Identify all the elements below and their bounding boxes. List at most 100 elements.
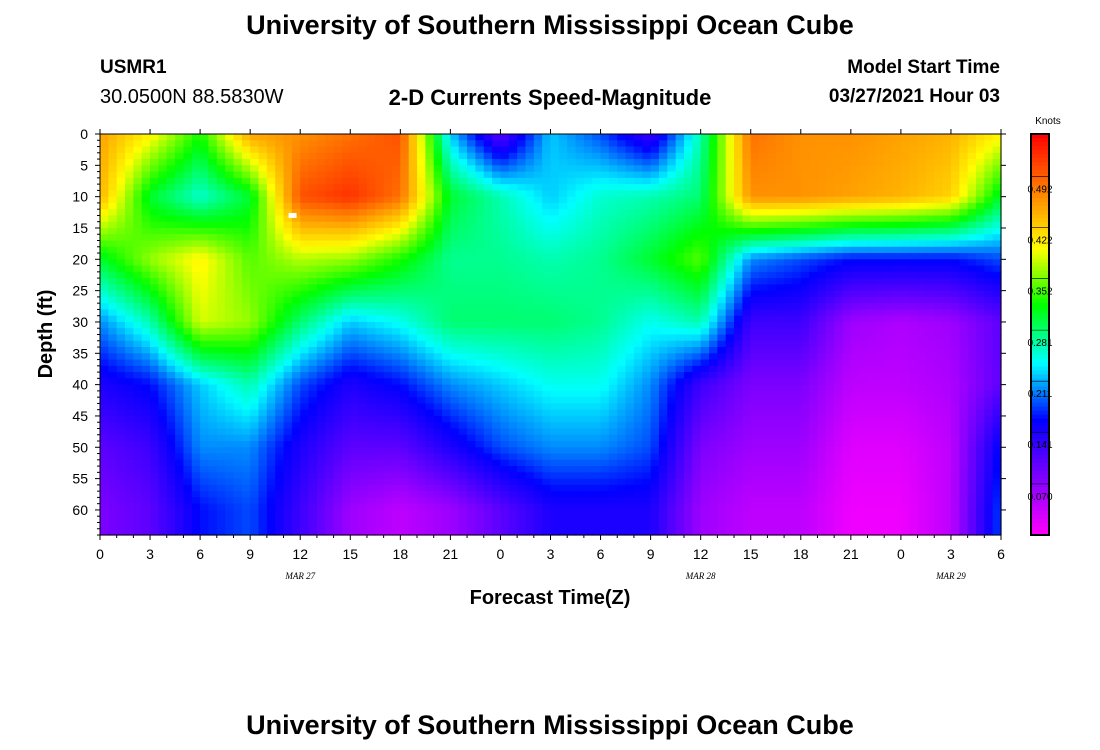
heatmap-cell — [917, 259, 927, 267]
heatmap-cell — [950, 372, 960, 379]
heatmap-cell — [917, 409, 927, 417]
heatmap-cell — [333, 202, 343, 210]
heatmap-cell — [508, 215, 518, 223]
heatmap-cell — [558, 353, 568, 361]
heatmap-cell — [633, 296, 643, 304]
heatmap-cell — [308, 159, 318, 166]
heatmap-cell — [350, 409, 360, 417]
heatmap-cell — [508, 190, 518, 198]
heatmap-cell — [517, 365, 527, 373]
heatmap-cell — [275, 278, 285, 285]
heatmap-cell — [750, 409, 760, 417]
heatmap-cell — [400, 259, 410, 267]
heatmap-cell — [250, 347, 260, 354]
heatmap-cell — [608, 303, 618, 311]
heatmap-cell — [350, 253, 360, 260]
heatmap-cell — [533, 240, 543, 248]
heatmap-cell — [133, 190, 143, 198]
heatmap-cell — [759, 409, 768, 417]
heatmap-cell — [734, 134, 743, 141]
heatmap-cell — [917, 378, 927, 386]
heatmap-cell — [383, 415, 393, 423]
heatmap-cell — [600, 196, 610, 204]
heatmap-cell — [683, 334, 693, 342]
heatmap-cell — [216, 234, 226, 242]
heatmap-cell — [450, 196, 460, 204]
heatmap-cell — [642, 215, 652, 223]
heatmap-cell — [658, 227, 668, 235]
heatmap-cell — [108, 234, 118, 242]
heatmap-cell — [133, 278, 143, 285]
heatmap-cell — [525, 353, 535, 361]
heatmap-cell — [216, 328, 226, 336]
heatmap-cell — [291, 177, 301, 185]
heatmap-cell — [125, 265, 134, 273]
heatmap-cell — [366, 309, 376, 317]
heatmap-cell — [842, 171, 852, 179]
heatmap-cell — [442, 347, 451, 354]
heatmap-cell — [483, 134, 493, 141]
heatmap-cell — [892, 165, 902, 173]
heatmap-cell — [341, 303, 351, 311]
heatmap-cell — [942, 353, 952, 361]
heatmap-cell — [592, 259, 602, 267]
heatmap-cell — [950, 309, 960, 317]
heatmap-cell — [492, 240, 502, 248]
heatmap-cell — [233, 390, 243, 398]
heatmap-cell — [433, 315, 443, 323]
heatmap-cell — [875, 347, 885, 354]
heatmap-cell — [775, 359, 785, 367]
heatmap-cell — [333, 372, 343, 379]
heatmap-cell — [809, 309, 819, 317]
heatmap-cell — [166, 303, 176, 311]
heatmap-cell — [275, 422, 285, 430]
heatmap-cell — [258, 146, 268, 154]
heatmap-cell — [542, 221, 552, 229]
heatmap-cell — [900, 246, 910, 254]
heatmap-cell — [658, 309, 668, 317]
heatmap-cell — [175, 390, 185, 398]
heatmap-cell — [658, 146, 668, 154]
heatmap-cell — [166, 340, 176, 348]
heatmap-cell — [450, 221, 460, 229]
heatmap-cell — [867, 146, 877, 154]
heatmap-cell — [158, 234, 168, 242]
heatmap-cell — [859, 365, 869, 373]
heatmap-cell — [208, 334, 218, 342]
heatmap-cell — [375, 271, 385, 279]
heatmap-cell — [850, 146, 860, 154]
heatmap-cell — [859, 227, 869, 235]
heatmap-cell — [867, 347, 877, 354]
heatmap-cell — [892, 340, 902, 348]
heatmap-cell — [542, 409, 552, 417]
heatmap-cell — [391, 227, 401, 235]
heatmap-cell — [408, 184, 418, 191]
heatmap-cell — [717, 171, 727, 179]
heatmap-cell — [158, 165, 168, 173]
heatmap-cell — [442, 240, 451, 248]
heatmap-cell — [400, 353, 410, 361]
heatmap-cell — [567, 271, 577, 279]
heatmap-cell — [391, 403, 401, 411]
heatmap-cell — [658, 246, 668, 254]
heatmap-cell — [600, 152, 610, 160]
heatmap-cell — [150, 415, 159, 423]
heatmap-cell — [208, 365, 218, 373]
heatmap-cell — [183, 315, 193, 323]
heatmap-cell — [992, 196, 1002, 204]
heatmap-cell — [141, 372, 151, 379]
heatmap-cell — [683, 184, 693, 191]
heatmap-cell — [291, 234, 301, 242]
heatmap-cell — [258, 259, 268, 267]
heatmap-cell — [759, 284, 768, 292]
heatmap-cell — [258, 372, 268, 379]
heatmap-cell — [116, 278, 126, 285]
heatmap-cell — [825, 165, 835, 173]
heatmap-cell — [358, 271, 368, 279]
heatmap-cell — [709, 190, 718, 198]
heatmap-cell — [291, 303, 301, 311]
heatmap-cell — [417, 159, 426, 166]
heatmap-cell — [525, 246, 535, 254]
heatmap-cell — [967, 403, 977, 411]
heatmap-cell — [817, 384, 827, 392]
